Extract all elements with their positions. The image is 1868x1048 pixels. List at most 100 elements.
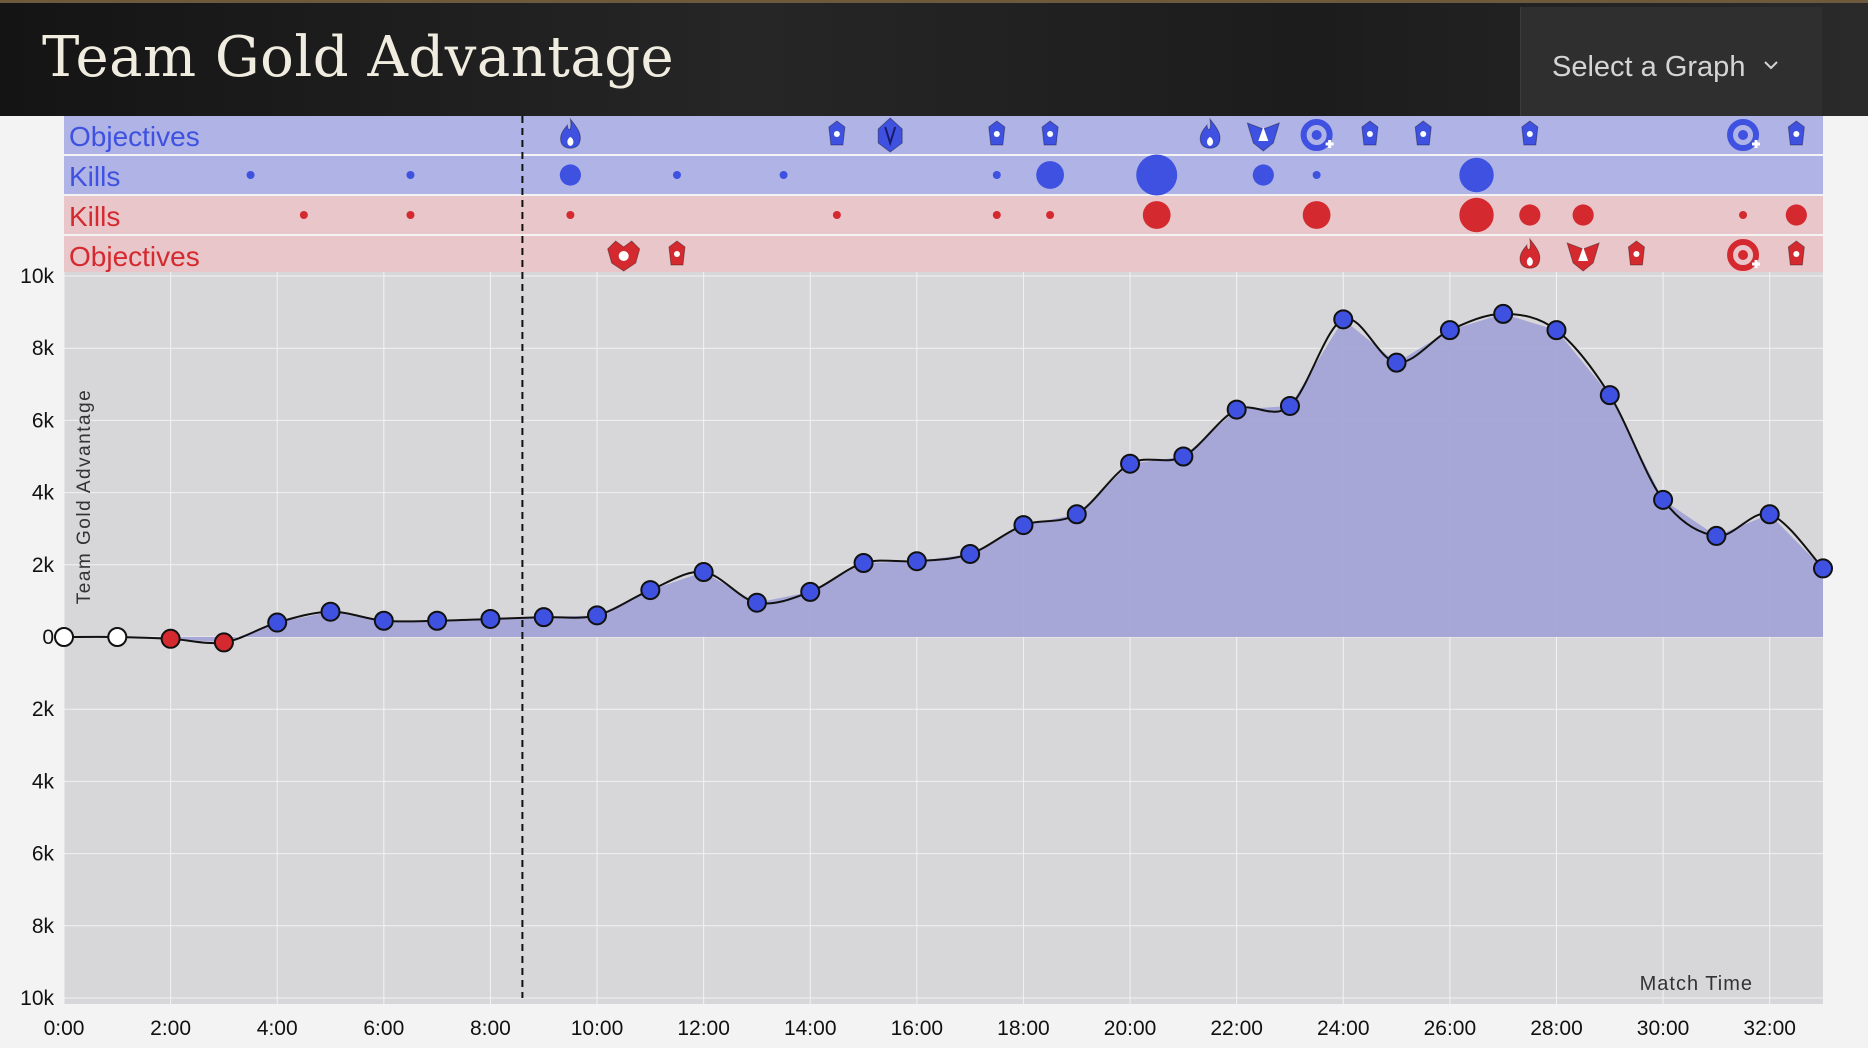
red-kill-marker[interactable] xyxy=(1785,204,1807,226)
data-point[interactable] xyxy=(1120,453,1141,474)
data-point[interactable] xyxy=(1226,399,1247,420)
data-point[interactable] xyxy=(533,607,554,628)
x-tick-label: 18:00 xyxy=(997,1017,1050,1040)
red-kill-marker[interactable] xyxy=(1142,201,1171,229)
data-point[interactable] xyxy=(1759,504,1780,525)
data-point[interactable] xyxy=(1599,385,1620,406)
y-tick-label: 0 xyxy=(42,626,54,649)
data-point[interactable] xyxy=(1013,515,1034,536)
data-point[interactable] xyxy=(107,627,128,647)
data-point[interactable] xyxy=(427,610,448,631)
lane-red-objectives-bg xyxy=(64,236,1823,274)
blue-tower-icon[interactable] xyxy=(1521,120,1539,146)
data-point[interactable] xyxy=(1706,525,1727,546)
red-kill-marker[interactable] xyxy=(1046,211,1055,219)
data-point[interactable] xyxy=(1386,352,1407,373)
data-point[interactable] xyxy=(800,581,821,602)
red-kill-marker[interactable] xyxy=(299,211,308,219)
blue-inhibitor-icon[interactable] xyxy=(1300,119,1334,151)
x-tick-label: 30:00 xyxy=(1637,1017,1690,1040)
data-point[interactable] xyxy=(640,580,661,601)
data-point[interactable] xyxy=(320,601,341,622)
lane-label-red-kills: Kills xyxy=(69,201,120,232)
data-point[interactable] xyxy=(1173,446,1194,467)
red-kill-marker[interactable] xyxy=(832,211,841,219)
data-point[interactable] xyxy=(54,627,74,647)
blue-kill-marker[interactable] xyxy=(1459,157,1494,193)
red-kill-marker[interactable] xyxy=(566,211,575,219)
x-tick-label: 8:00 xyxy=(470,1017,511,1040)
blue-rift-herald-icon[interactable] xyxy=(877,117,903,153)
data-point[interactable] xyxy=(1546,320,1567,341)
red-inhibitor-icon[interactable] xyxy=(1727,239,1761,271)
blue-infernal-dragon-icon[interactable] xyxy=(1199,117,1221,149)
data-point[interactable] xyxy=(160,628,181,649)
data-point[interactable] xyxy=(1653,489,1674,510)
blue-kill-marker[interactable] xyxy=(559,164,581,186)
lane-label-red-objectives: Objectives xyxy=(69,241,200,272)
x-tick-label: 16:00 xyxy=(891,1017,944,1040)
data-point[interactable] xyxy=(373,610,394,631)
blue-kill-marker[interactable] xyxy=(246,171,255,179)
y-tick-label: 10k xyxy=(20,265,54,288)
red-tower-icon[interactable] xyxy=(1627,240,1645,266)
blue-fire-dragon-icon[interactable] xyxy=(560,117,581,149)
blue-kill-marker[interactable] xyxy=(1136,154,1178,196)
data-point[interactable] xyxy=(746,592,767,613)
data-point[interactable] xyxy=(853,552,874,573)
red-baron-icon[interactable] xyxy=(1566,242,1600,272)
data-point[interactable] xyxy=(213,632,234,653)
red-kill-marker[interactable] xyxy=(1302,201,1331,229)
red-dragon-icon[interactable] xyxy=(607,240,641,272)
blue-kill-marker[interactable] xyxy=(779,171,788,179)
x-tick-label: 14:00 xyxy=(784,1017,837,1040)
blue-kill-marker[interactable] xyxy=(1036,161,1065,189)
blue-tower-icon[interactable] xyxy=(988,120,1006,146)
graph-select-label: Select a Graph xyxy=(1552,51,1746,83)
red-kill-marker[interactable] xyxy=(1572,204,1594,226)
blue-kill-marker[interactable] xyxy=(406,171,415,179)
page-title: Team Gold Advantage xyxy=(42,25,675,90)
red-tower-icon[interactable] xyxy=(668,240,686,266)
blue-tower-icon[interactable] xyxy=(1361,120,1379,146)
blue-kill-marker[interactable] xyxy=(672,171,681,179)
graph-select-dropdown[interactable]: Select a Graph xyxy=(1520,7,1822,119)
data-point[interactable] xyxy=(480,608,501,629)
y-tick-label: 10k xyxy=(20,987,54,1010)
lane-label-blue-kills: Kills xyxy=(69,161,120,192)
y-tick-label: 2k xyxy=(32,698,55,721)
red-infernal-dragon-icon[interactable] xyxy=(1519,237,1541,269)
red-kill-marker[interactable] xyxy=(406,211,415,219)
data-point[interactable] xyxy=(267,612,288,633)
data-point[interactable] xyxy=(1066,504,1087,525)
red-kill-marker[interactable] xyxy=(1459,197,1494,233)
x-tick-label: 4:00 xyxy=(257,1017,298,1040)
data-point[interactable] xyxy=(1333,309,1354,330)
data-point[interactable] xyxy=(906,551,927,572)
blue-kill-marker[interactable] xyxy=(992,171,1001,179)
blue-tower-icon[interactable] xyxy=(1414,120,1432,146)
blue-inhibitor-icon[interactable] xyxy=(1727,119,1761,151)
blue-kill-marker[interactable] xyxy=(1252,164,1274,186)
red-kill-marker[interactable] xyxy=(1519,204,1541,226)
blue-kill-marker[interactable] xyxy=(1312,171,1321,179)
x-tick-label: 6:00 xyxy=(363,1017,404,1040)
blue-tower-icon[interactable] xyxy=(1787,120,1805,146)
y-tick-label: 8k xyxy=(32,337,55,360)
blue-baron-icon[interactable] xyxy=(1246,122,1281,152)
data-point[interactable] xyxy=(1493,303,1514,324)
red-tower-icon[interactable] xyxy=(1787,240,1805,266)
data-point[interactable] xyxy=(1279,395,1300,416)
blue-tower-icon[interactable] xyxy=(1041,120,1059,146)
data-point[interactable] xyxy=(587,605,608,626)
data-point[interactable] xyxy=(960,543,981,564)
lane-blue-kills-bg xyxy=(64,156,1823,194)
data-point[interactable] xyxy=(1439,320,1460,341)
red-kill-marker[interactable] xyxy=(1739,211,1748,219)
x-tick-label: 32:00 xyxy=(1743,1017,1796,1040)
red-kill-marker[interactable] xyxy=(992,211,1001,219)
data-point[interactable] xyxy=(1813,558,1833,579)
data-point[interactable] xyxy=(693,562,714,583)
lane-label-blue-objectives: Objectives xyxy=(69,121,200,152)
blue-tower-icon[interactable] xyxy=(828,120,846,146)
